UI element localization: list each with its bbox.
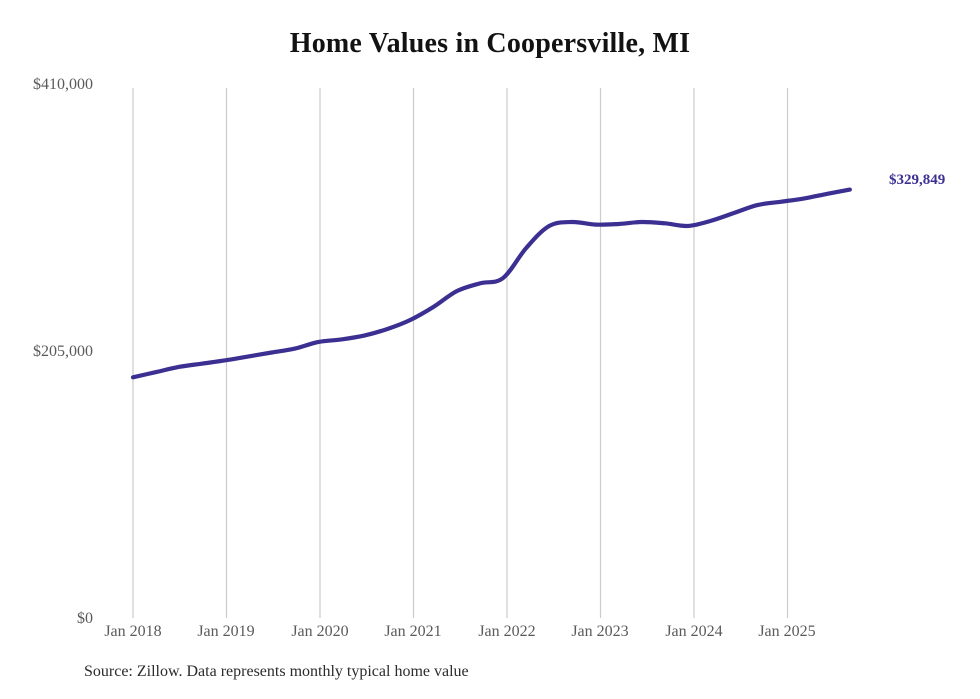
x-tick-label-jan-2024: Jan 2024 <box>665 623 723 640</box>
y-tick-label-bottom: $0 <box>77 610 93 627</box>
x-tick-label-jan-2018: Jan 2018 <box>104 623 162 640</box>
x-tick-label-jan-2021: Jan 2021 <box>384 623 442 640</box>
x-tick-label-jan-2023: Jan 2023 <box>571 623 629 640</box>
x-tick-label-jan-2019: Jan 2019 <box>197 623 255 640</box>
x-tick-label-jan-2025: Jan 2025 <box>758 623 816 640</box>
chart-title: Home Values in Coopersville, MI <box>289 28 691 59</box>
y-tick-label-middle: $205,000 <box>33 343 93 360</box>
gridlines <box>132 88 789 618</box>
x-tick-label-jan-2022: Jan 2022 <box>478 623 536 640</box>
end-value-annotation: $329,849 <box>889 172 946 188</box>
source-note: Source: Zillow. Data represents monthly … <box>84 663 469 680</box>
line-series-typical-home-value <box>130 187 852 380</box>
y-tick-label-top: $410,000 <box>33 76 93 93</box>
x-tick-label-jan-2020: Jan 2020 <box>291 623 349 640</box>
